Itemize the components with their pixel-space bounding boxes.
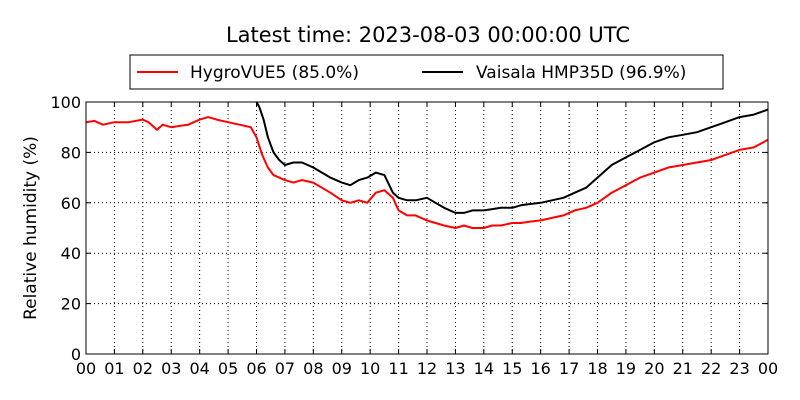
y-axis-label: Relative humidity (%) bbox=[21, 136, 41, 320]
legend-label-vaisala: Vaisala HMP35D (96.9%) bbox=[476, 63, 686, 83]
x-tick-label: 00 bbox=[758, 359, 778, 378]
series-line-hygrovue bbox=[85, 116, 769, 229]
x-tick-label: 10 bbox=[360, 359, 380, 378]
x-tick-label: 04 bbox=[189, 359, 209, 378]
y-tick-label: 20 bbox=[61, 295, 81, 314]
x-tick-label: 11 bbox=[388, 359, 408, 378]
x-tick-label: 14 bbox=[474, 359, 494, 378]
x-tick-label: 07 bbox=[275, 359, 295, 378]
y-tick-label: 0 bbox=[71, 345, 81, 364]
x-tick-label: 15 bbox=[502, 359, 522, 378]
y-tick-label: 60 bbox=[61, 194, 81, 213]
grid bbox=[86, 102, 768, 354]
x-tick-label: 21 bbox=[673, 359, 693, 378]
x-tick-label: 02 bbox=[133, 359, 153, 378]
x-tick-label: 08 bbox=[303, 359, 323, 378]
x-tick-label: 09 bbox=[332, 359, 352, 378]
x-tick-label: 20 bbox=[644, 359, 664, 378]
y-tick-label: 40 bbox=[61, 244, 81, 263]
x-tick-label: 00 bbox=[76, 359, 96, 378]
x-tick-label: 17 bbox=[559, 359, 579, 378]
x-tick-label: 01 bbox=[104, 359, 124, 378]
x-tick-label: 18 bbox=[587, 359, 607, 378]
x-tick-label: 22 bbox=[701, 359, 721, 378]
series-layer bbox=[85, 101, 769, 229]
y-tick-label: 80 bbox=[61, 143, 81, 162]
x-tick-label: 13 bbox=[445, 359, 465, 378]
legend: HygroVUE5 (85.0%) Vaisala HMP35D (96.9%) bbox=[129, 54, 724, 90]
ticks bbox=[85, 101, 769, 355]
x-tick-label: 05 bbox=[218, 359, 238, 378]
tick-labels: 00 01 02 03 04 05 06 07 08 09 10 11 12 13 14 15 16 17 18 19… bbox=[50, 93, 778, 378]
x-tick-label: 16 bbox=[530, 359, 550, 378]
x-tick-label: 19 bbox=[616, 359, 636, 378]
series-line-vaisala bbox=[255, 101, 769, 214]
plot-frame bbox=[85, 101, 769, 355]
x-tick-label: 06 bbox=[246, 359, 266, 378]
x-tick-label: 23 bbox=[729, 359, 749, 378]
y-tick-label: 100 bbox=[50, 93, 81, 112]
chart-title: Latest time: 2023-08-03 00:00:00 UTC bbox=[226, 23, 630, 47]
x-tick-label: 12 bbox=[417, 359, 437, 378]
x-tick-label: 03 bbox=[161, 359, 181, 378]
legend-label-hygrovue: HygroVUE5 (85.0%) bbox=[190, 63, 359, 83]
